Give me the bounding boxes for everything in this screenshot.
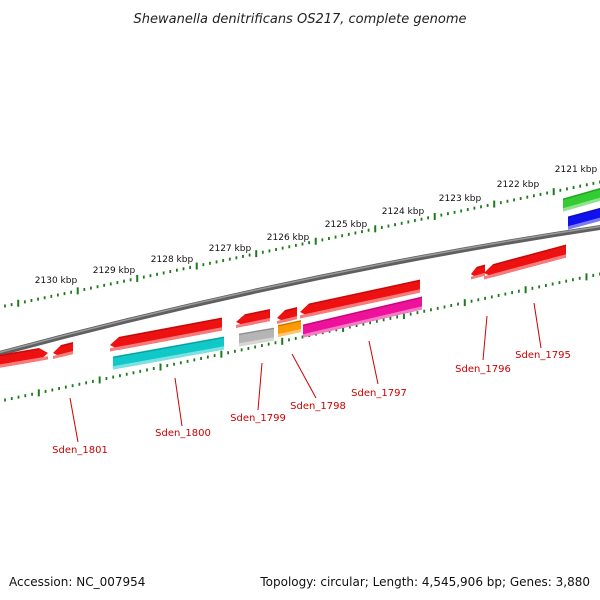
gene-feature <box>484 244 567 280</box>
gene-feature <box>238 327 275 347</box>
gene-label: Sden_1801 <box>52 445 108 456</box>
gene-feature <box>53 342 74 359</box>
kbp-label: 2128 kbp <box>151 255 194 265</box>
kbp-label: 2123 kbp <box>439 194 482 204</box>
gene-label: Sden_1799 <box>230 413 286 424</box>
genome-backbone <box>0 224 600 356</box>
kbp-label: 2122 kbp <box>497 180 540 190</box>
kbp-label: 2129 kbp <box>93 266 136 276</box>
gene-label: Sden_1797 <box>351 388 407 399</box>
leader-line <box>368 340 379 385</box>
gene-feature <box>562 187 600 212</box>
leader-line <box>482 315 488 361</box>
kbp-scale-labels: 2121 kbp 2122 kbp 2123 kbp 2124 kbp 2125 kbp… <box>35 165 598 286</box>
kbp-label: 2125 kbp <box>325 220 368 230</box>
gene-feature <box>300 279 421 319</box>
genome-summary-text: Topology: circular; Length: 4,545,906 bp… <box>260 575 590 589</box>
gene-label: Sden_1796 <box>455 364 511 375</box>
leader-line <box>533 302 542 349</box>
gene-feature <box>112 336 225 370</box>
gene-feature <box>110 317 223 352</box>
leader-line <box>174 377 183 427</box>
label-leader-lines <box>69 302 542 443</box>
leader-line <box>291 353 317 399</box>
gene-label: Sden_1800 <box>155 428 211 439</box>
gene-feature <box>236 309 271 328</box>
kbp-label: 2126 kbp <box>267 233 310 243</box>
outer-scale-ticks <box>4 180 600 308</box>
gene-labels: Sden_1795 Sden_1796 Sden_1797 Sden_1798 Sden… <box>52 350 571 456</box>
gene-feature <box>302 296 423 338</box>
gene-feature <box>0 348 48 368</box>
leader-line <box>257 362 263 411</box>
gene-feature <box>277 320 302 337</box>
kbp-label: 2121 kbp <box>555 165 598 175</box>
gene-label: Sden_1795 <box>515 350 571 361</box>
gene-feature <box>471 264 486 280</box>
gene-features <box>0 187 600 370</box>
gene-feature <box>277 307 298 324</box>
leader-line <box>69 397 79 443</box>
accession-text: Accession: NC_007954 <box>9 575 146 589</box>
gene-label: Sden_1798 <box>290 401 346 412</box>
map-title: Shewanella denitrificans OS217, complete… <box>134 12 467 27</box>
inner-scale-ticks <box>4 272 600 402</box>
kbp-label: 2127 kbp <box>209 244 252 254</box>
gene-feature <box>567 207 600 230</box>
kbp-label: 2124 kbp <box>382 207 425 217</box>
kbp-label: 2130 kbp <box>35 276 78 286</box>
